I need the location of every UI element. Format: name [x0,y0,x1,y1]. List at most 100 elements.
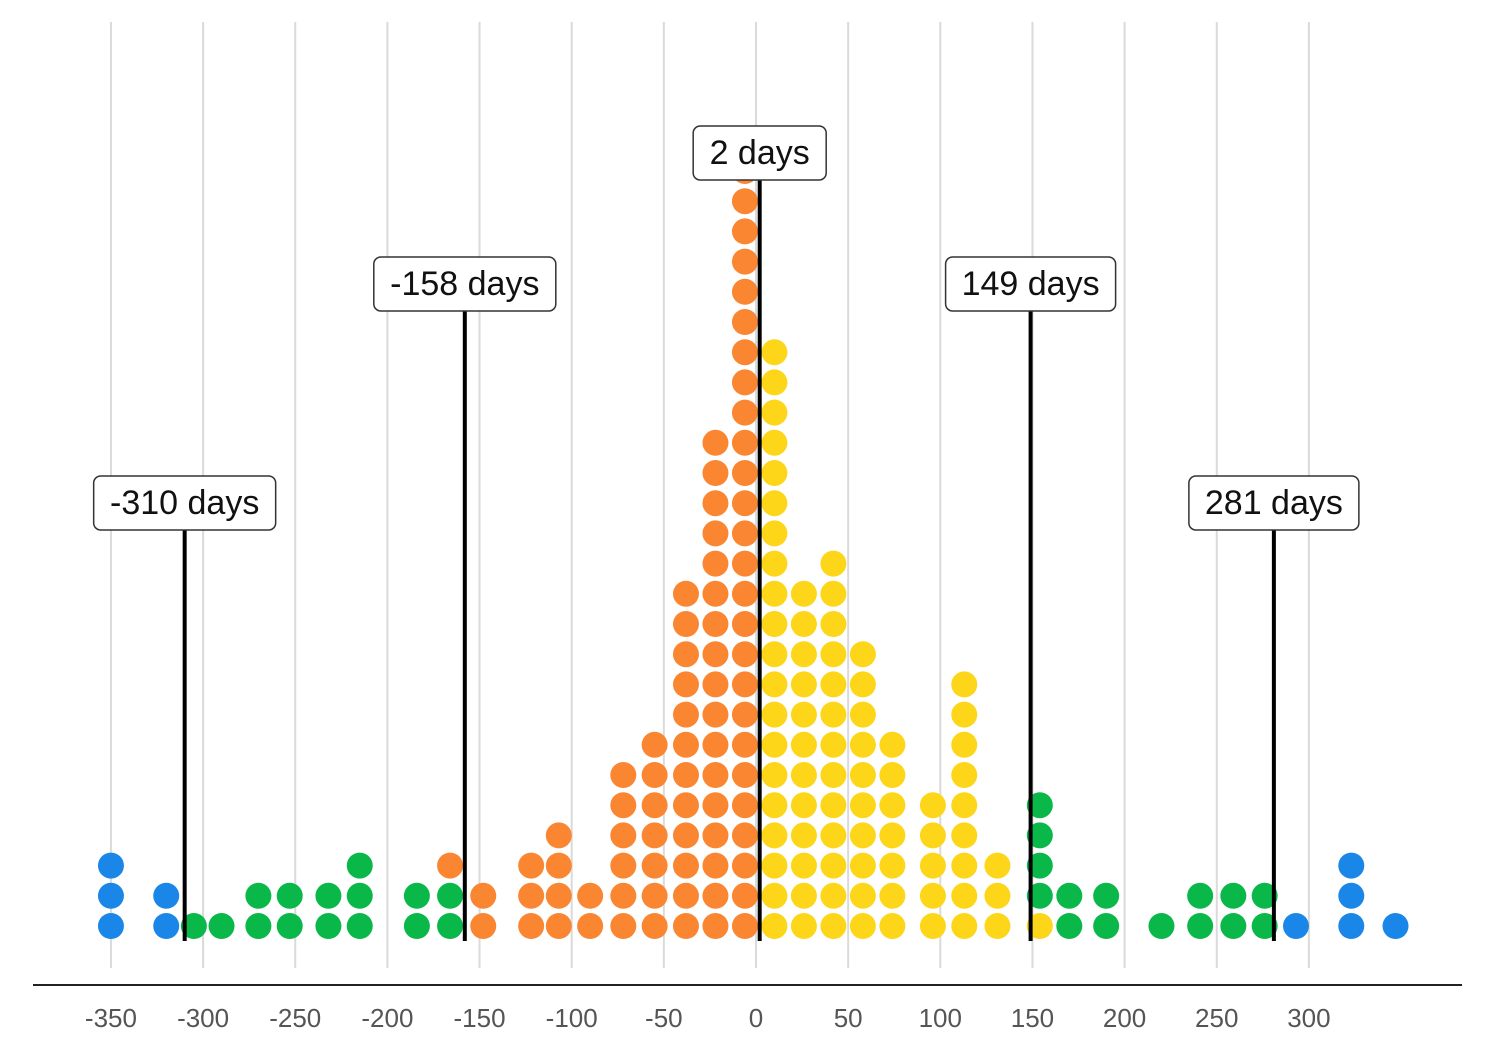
dot-green [346,913,373,939]
dot-green [437,882,464,909]
x-axis-ticks: -350 -300 -250 -200 -150 -100 -50 0 50 100 150 200 2… [85,1003,1331,1033]
dot-green [1026,792,1053,819]
x-tick-label: 50 [834,1003,863,1033]
dot-green [1187,882,1214,909]
dot-orange [702,762,729,788]
dot-yellow [951,822,978,849]
dot-yellow [761,550,788,577]
dot-yellow [849,762,876,788]
dot-orange [731,460,758,486]
dot-orange [672,671,699,698]
dot-yellow [790,882,817,909]
dot-orange [470,882,497,909]
dot-orange [641,852,668,879]
dot-yellow [919,913,946,939]
dot-orange [702,460,729,486]
dot-orange [702,429,729,456]
dot-yellow [951,852,978,879]
dot-yellow [761,611,788,637]
x-tick-label: 250 [1195,1003,1238,1033]
dot-yellow [849,852,876,879]
dot-yellow [761,731,788,758]
x-tick-label: -300 [177,1003,229,1033]
dot-orange [641,762,668,788]
dot-green [403,882,430,909]
dot-green [1251,913,1278,939]
dot-yellow [790,731,817,758]
dot-yellow [761,701,788,728]
dot-orange [731,218,758,245]
marker-label: 2 days [710,134,810,172]
dot-orange [641,913,668,939]
dot-green [1056,882,1083,909]
dot-yellow [984,913,1011,939]
dot-orange [731,852,758,879]
x-tick-label: -50 [645,1003,683,1033]
dot-green [1220,882,1247,909]
x-tick-label: -150 [454,1003,506,1033]
dot-yellow [761,490,788,517]
dot-green [1026,852,1053,879]
dot-orange [577,882,604,909]
dot-orange [731,580,758,607]
dot-yellow [761,399,788,426]
dot-yellow [820,671,847,698]
dot-orange [672,822,699,849]
dot-yellow [984,852,1011,879]
dot-yellow [951,792,978,819]
dot-green [1056,913,1083,939]
marker-label-box [92,475,277,531]
x-tick-label: -100 [546,1003,598,1033]
dot-yellow [951,731,978,758]
dot-yellow [761,339,788,366]
x-tick-label: 300 [1287,1003,1330,1033]
dot-orange [610,792,637,819]
dot-green [1187,913,1214,939]
dot-orange [672,913,699,939]
dot-green [1148,913,1175,939]
dot-orange [731,520,758,547]
dot-orange [702,701,729,728]
dot-orange [731,731,758,758]
dot-yellow [820,641,847,668]
x-tick-label: 150 [1011,1003,1054,1033]
dot-blue [1338,913,1365,939]
dot-orange [731,248,758,275]
dot-yellow [790,611,817,637]
dot-blue [97,852,124,879]
x-tick-label: 200 [1103,1003,1146,1033]
day-markers: -310 days -158 days 2 days 149 days 281 days [92,125,1360,941]
dot-yellow [761,852,788,879]
dot-yellow [879,731,906,758]
dot-orange [672,731,699,758]
dot-yellow [820,550,847,577]
marker-label: -158 days [390,265,539,303]
dot-blue [153,882,180,909]
dot-yellow [849,731,876,758]
dot-orange [610,852,637,879]
marker-label-box [1188,475,1360,531]
dot-yellow [879,822,906,849]
dot-green [315,913,342,939]
dot-orange [731,188,758,215]
dot-green [245,913,272,939]
dot-yellow [761,913,788,939]
dot-yellow [820,822,847,849]
dots [97,158,1409,939]
dot-yellow [951,882,978,909]
dot-yellow [820,852,847,879]
dot-orange [731,762,758,788]
dot-green [346,882,373,909]
dot-orange [702,611,729,637]
dot-orange [731,429,758,456]
dot-orange [518,882,545,909]
dot-orange [702,520,729,547]
dot-orange [731,309,758,335]
dot-yellow [879,913,906,939]
dot-orange [545,882,572,909]
dot-yellow [761,460,788,486]
dot-orange [731,278,758,305]
dot-blue [1382,913,1409,939]
dot-yellow [984,882,1011,909]
